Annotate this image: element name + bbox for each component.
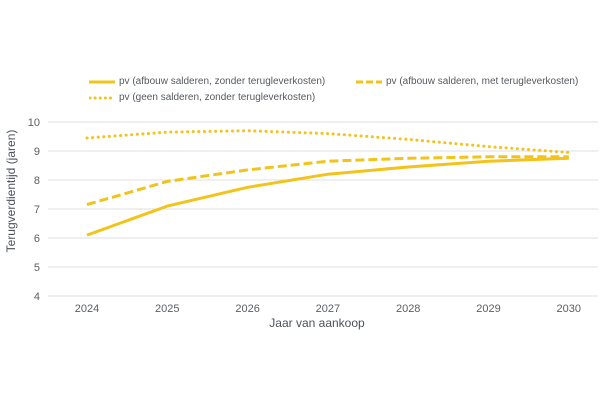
legend-item-afbouw-zonder: pv (afbouw salderen, zonder terugleverko… xyxy=(89,76,325,87)
series-line-solid xyxy=(86,156,569,237)
x-tick-2028: 2028 xyxy=(396,303,420,315)
legend-item-geen-salderen: pv (geen salderen, zonder terugleverkost… xyxy=(89,92,315,103)
y-tick-8: 8 xyxy=(34,175,40,187)
legend-label: pv (geen salderen, zonder terugleverkost… xyxy=(119,92,316,103)
x-axis-label: Jaar van aankoop xyxy=(269,316,365,330)
x-tick-2030: 2030 xyxy=(557,303,581,315)
legend-swatch-dotted xyxy=(89,96,115,99)
y-tick-9: 9 xyxy=(34,146,40,158)
y-tick-5: 5 xyxy=(34,262,40,274)
legend-swatch-dashed xyxy=(356,80,382,83)
x-tick-2026: 2026 xyxy=(235,303,259,315)
legend-label: pv (afbouw salderen, met terugleverkoste… xyxy=(386,76,579,87)
y-tick-7: 7 xyxy=(34,204,40,216)
y-tick-4: 4 xyxy=(34,291,40,303)
legend-label: pv (afbouw salderen, zonder terugleverko… xyxy=(119,76,326,87)
x-tick-2027: 2027 xyxy=(316,303,340,315)
series-line-dashed xyxy=(86,155,569,207)
x-tick-2025: 2025 xyxy=(155,303,179,315)
y-tick-labels: 4 5 6 7 8 9 10 xyxy=(28,117,40,303)
legend-swatch-solid xyxy=(89,80,115,83)
x-tick-2029: 2029 xyxy=(476,303,500,315)
series-lines xyxy=(85,129,571,237)
y-tick-10: 10 xyxy=(28,117,40,129)
legend-item-afbouw-met: pv (afbouw salderen, met terugleverkoste… xyxy=(356,76,578,87)
series-line-dotted xyxy=(85,129,571,154)
y-axis-label: Terugverdientijd (jaren) xyxy=(4,130,18,253)
x-tick-labels: 2024 2025 2026 2027 2028 2029 2030 xyxy=(75,303,581,315)
x-tick-2024: 2024 xyxy=(75,303,99,315)
gridlines xyxy=(48,121,598,297)
y-tick-6: 6 xyxy=(34,233,40,245)
